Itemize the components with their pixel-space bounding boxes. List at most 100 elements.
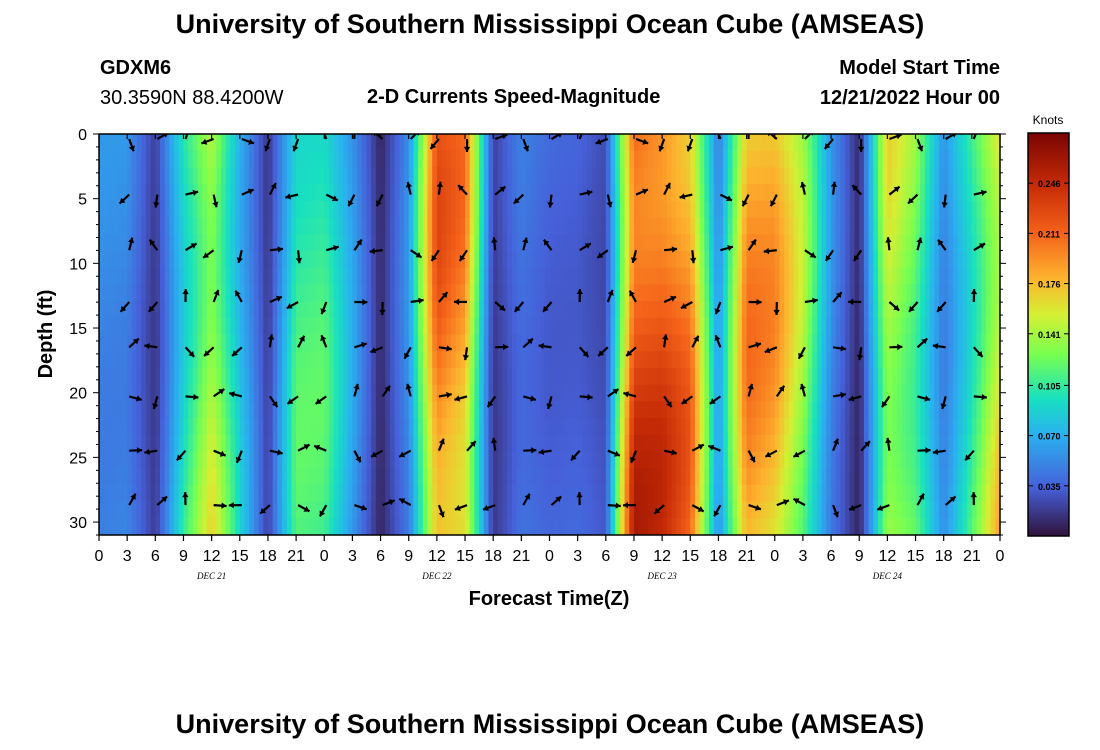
heatmap-cell — [511, 134, 518, 152]
heatmap-cell — [343, 351, 349, 369]
heatmap-cell — [685, 367, 691, 386]
heatmap-cell — [497, 267, 504, 285]
heatmap-cell — [164, 317, 170, 336]
heatmap-cell — [633, 284, 640, 302]
heatmap-cell — [333, 150, 339, 169]
heatmap-cell — [629, 184, 635, 202]
heatmap-cell — [554, 267, 560, 285]
heatmap-cell — [638, 451, 644, 469]
heatmap-cell — [788, 367, 795, 386]
heatmap-cell — [300, 184, 307, 202]
current-arrow — [295, 250, 303, 264]
heatmap-cell — [291, 468, 297, 486]
heatmap-cell — [807, 468, 813, 486]
heatmap-cell — [835, 518, 842, 535]
heatmap-cell — [404, 384, 410, 402]
heatmap-cell — [413, 184, 419, 202]
heatmap-cell — [709, 401, 715, 419]
heatmap-cell — [282, 301, 288, 319]
heatmap-cell — [436, 200, 443, 219]
heatmap-cell — [450, 134, 457, 152]
heatmap-cell — [99, 184, 105, 202]
heatmap-cell — [469, 150, 476, 169]
heatmap-cell — [375, 418, 382, 436]
heatmap-cell — [835, 184, 842, 202]
heatmap-cell — [479, 367, 485, 386]
heatmap-cell — [751, 351, 757, 369]
heatmap-cell — [967, 484, 973, 503]
heatmap-cell — [633, 468, 640, 486]
heatmap-cell — [845, 267, 851, 285]
heatmap-cell — [587, 200, 593, 219]
heatmap-cell — [680, 134, 687, 152]
heatmap-cell — [892, 351, 898, 369]
heatmap-cell — [727, 367, 734, 386]
heatmap-cell — [615, 250, 621, 269]
heatmap-cell — [460, 484, 466, 503]
heatmap-cell — [652, 301, 659, 319]
heatmap-cell — [957, 301, 964, 319]
heatmap-cell — [206, 367, 213, 386]
heatmap-cell — [732, 134, 738, 152]
heatmap-cell — [615, 484, 621, 503]
heatmap-cell — [694, 484, 701, 503]
heatmap-cell — [737, 217, 743, 235]
current-arrow — [403, 346, 412, 360]
heatmap-cell — [385, 351, 391, 369]
heatmap-cell — [901, 384, 907, 402]
heatmap-cell — [751, 434, 757, 453]
heatmap-cell — [835, 468, 842, 486]
heatmap-cell — [845, 501, 851, 519]
heatmap-cell — [465, 434, 471, 453]
heatmap-cell — [582, 334, 588, 352]
heatmap-cell — [422, 518, 429, 535]
heatmap-cell — [990, 518, 996, 535]
heatmap-cell — [704, 284, 710, 302]
heatmap-cell — [662, 451, 668, 469]
heatmap-cell — [446, 301, 452, 319]
heatmap-cell — [319, 434, 325, 453]
current-arrow — [597, 346, 609, 357]
x-tick-label: 12 — [878, 548, 896, 565]
heatmap-cell — [985, 317, 992, 336]
heatmap-cell — [488, 267, 494, 285]
heatmap-cell — [582, 317, 588, 336]
heatmap-cell — [286, 301, 292, 319]
heatmap-cell — [319, 401, 325, 419]
heatmap-cell — [314, 284, 321, 302]
heatmap-cell — [605, 384, 612, 402]
heatmap-cell — [774, 518, 781, 535]
heatmap-cell — [404, 501, 410, 519]
heatmap-cell — [845, 451, 851, 469]
heatmap-cell — [530, 301, 537, 319]
heatmap-cell — [615, 401, 621, 419]
heatmap-cell — [906, 134, 912, 152]
heatmap-cell — [802, 434, 809, 453]
heatmap-cell — [967, 501, 973, 519]
heatmap-cell — [408, 401, 415, 419]
heatmap-cell — [953, 418, 959, 436]
heatmap-cell — [741, 367, 748, 386]
heatmap-cell — [624, 234, 630, 252]
heatmap-cell — [962, 317, 968, 336]
heatmap-cell — [629, 301, 635, 319]
heatmap-cell — [610, 334, 616, 352]
heatmap-cell — [526, 234, 532, 252]
heatmap-cell — [389, 150, 396, 169]
heatmap-cell — [943, 518, 949, 535]
heatmap-cell — [938, 451, 945, 469]
heatmap-cell — [178, 384, 185, 402]
heatmap-cell — [713, 250, 720, 269]
heatmap-cell — [103, 334, 109, 352]
heatmap-cell — [948, 501, 954, 519]
heatmap-cell — [577, 184, 583, 202]
heatmap-cell — [676, 200, 682, 219]
heatmap-cell — [971, 200, 978, 219]
heatmap-cell — [483, 317, 490, 336]
heatmap-cell — [108, 351, 114, 369]
heatmap-cell — [117, 367, 124, 386]
heatmap-cell — [558, 317, 565, 336]
heatmap-cell — [122, 351, 128, 369]
heatmap-cell — [601, 334, 607, 352]
heatmap-cell — [835, 200, 842, 219]
